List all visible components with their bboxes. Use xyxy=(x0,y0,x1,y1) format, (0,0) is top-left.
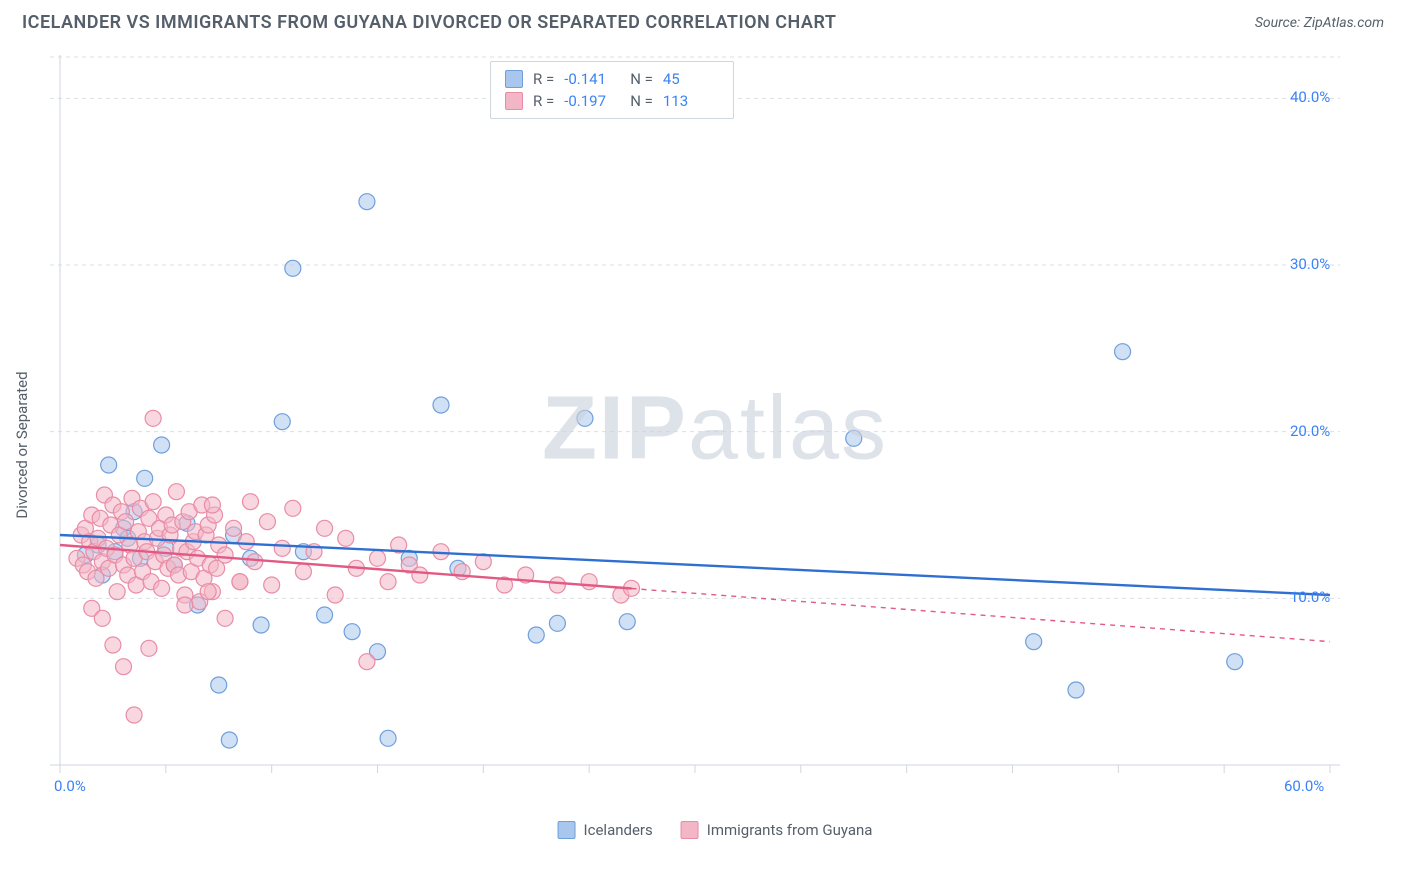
chart-title: ICELANDER VS IMMIGRANTS FROM GUYANA DIVO… xyxy=(22,12,836,33)
series-legend: Icelanders Immigrants from Guyana xyxy=(558,821,873,839)
chart-area: Divorced or Separated ZIPatlas R =-0.141… xyxy=(50,55,1380,835)
y-axis-label: Divorced or Separated xyxy=(13,371,31,518)
scatter-plot xyxy=(50,55,1340,795)
stats-legend: R =-0.141 N =45 R =-0.197 N =113 xyxy=(490,61,734,119)
source-label: Source: ZipAtlas.com xyxy=(1255,15,1384,31)
stat-row-0: R =-0.141 N =45 xyxy=(505,68,719,90)
legend-item-0: Icelanders xyxy=(558,821,653,839)
stat-row-1: R =-0.197 N =113 xyxy=(505,90,719,112)
legend-item-1: Immigrants from Guyana xyxy=(681,821,873,839)
